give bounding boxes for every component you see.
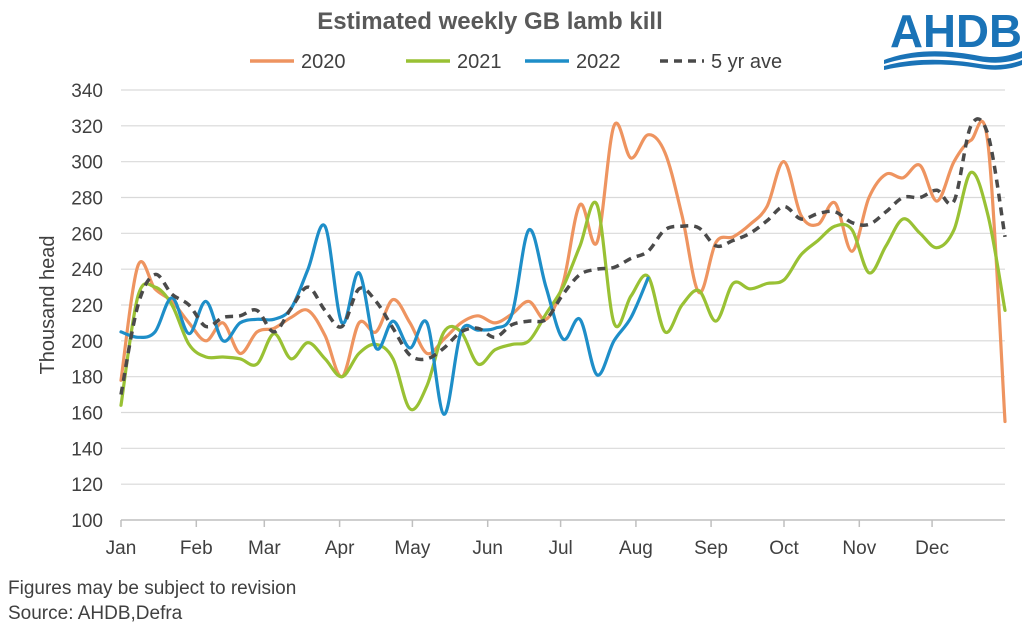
chart-title: Estimated weekly GB lamb kill — [317, 8, 662, 35]
revision-note: Figures may be subject to revision — [8, 578, 297, 599]
y-tick-label: 140 — [71, 439, 103, 460]
y-tick-label: 120 — [71, 475, 103, 496]
series — [119, 117, 1007, 424]
y-tick-label: 260 — [71, 224, 103, 245]
series-line-2022 — [119, 223, 650, 416]
x-tick-label: Oct — [769, 538, 799, 559]
legend-label: 2022 — [576, 51, 621, 73]
x-tick-label: Nov — [842, 538, 876, 559]
legend-label: 2020 — [301, 51, 346, 73]
x-tick-label: Feb — [180, 538, 213, 559]
logo-text: AHDB — [890, 5, 1022, 57]
x-tick-label: Aug — [619, 538, 653, 559]
series-line-2021 — [119, 170, 1007, 412]
y-tick-label: 340 — [71, 81, 103, 102]
y-tick-label: 240 — [71, 260, 103, 281]
series-line-5-yr-ave — [119, 117, 1007, 395]
y-tick-label: 220 — [71, 296, 103, 317]
y-tick-label: 280 — [71, 189, 103, 210]
x-tick-label: Jul — [548, 538, 572, 559]
x-tick-label: Jan — [106, 538, 137, 559]
legend-label: 2021 — [457, 51, 502, 73]
logo-wave-top — [884, 51, 1022, 64]
x-tick-label: Sep — [694, 538, 728, 559]
x-tick-label: Jun — [472, 538, 503, 559]
y-tick-label: 300 — [71, 153, 103, 174]
x-tick-label: Mar — [248, 538, 281, 559]
y-axis-title: Thousand head — [37, 235, 59, 374]
y-tick-label: 160 — [71, 404, 103, 425]
logo-wave-bottom — [884, 59, 1022, 70]
logo: AHDB — [884, 5, 1022, 70]
x-tick-label: May — [394, 538, 430, 559]
y-tick-label: 180 — [71, 368, 103, 389]
y-tick-label: 320 — [71, 117, 103, 138]
legend-label: 5 yr ave — [711, 51, 782, 73]
source-note: Source: AHDB,Defra — [8, 603, 183, 624]
legend: 2020 2021 2022 5 yr ave — [250, 51, 782, 73]
y-tick-label: 200 — [71, 332, 103, 353]
axes: 100 120 140 160 180 200 220 240 260 280 300 320 340 J… — [71, 81, 1005, 559]
y-tick-label: 100 — [71, 511, 103, 532]
x-tick-label: Dec — [915, 538, 949, 559]
x-tick-label: Apr — [325, 538, 355, 559]
